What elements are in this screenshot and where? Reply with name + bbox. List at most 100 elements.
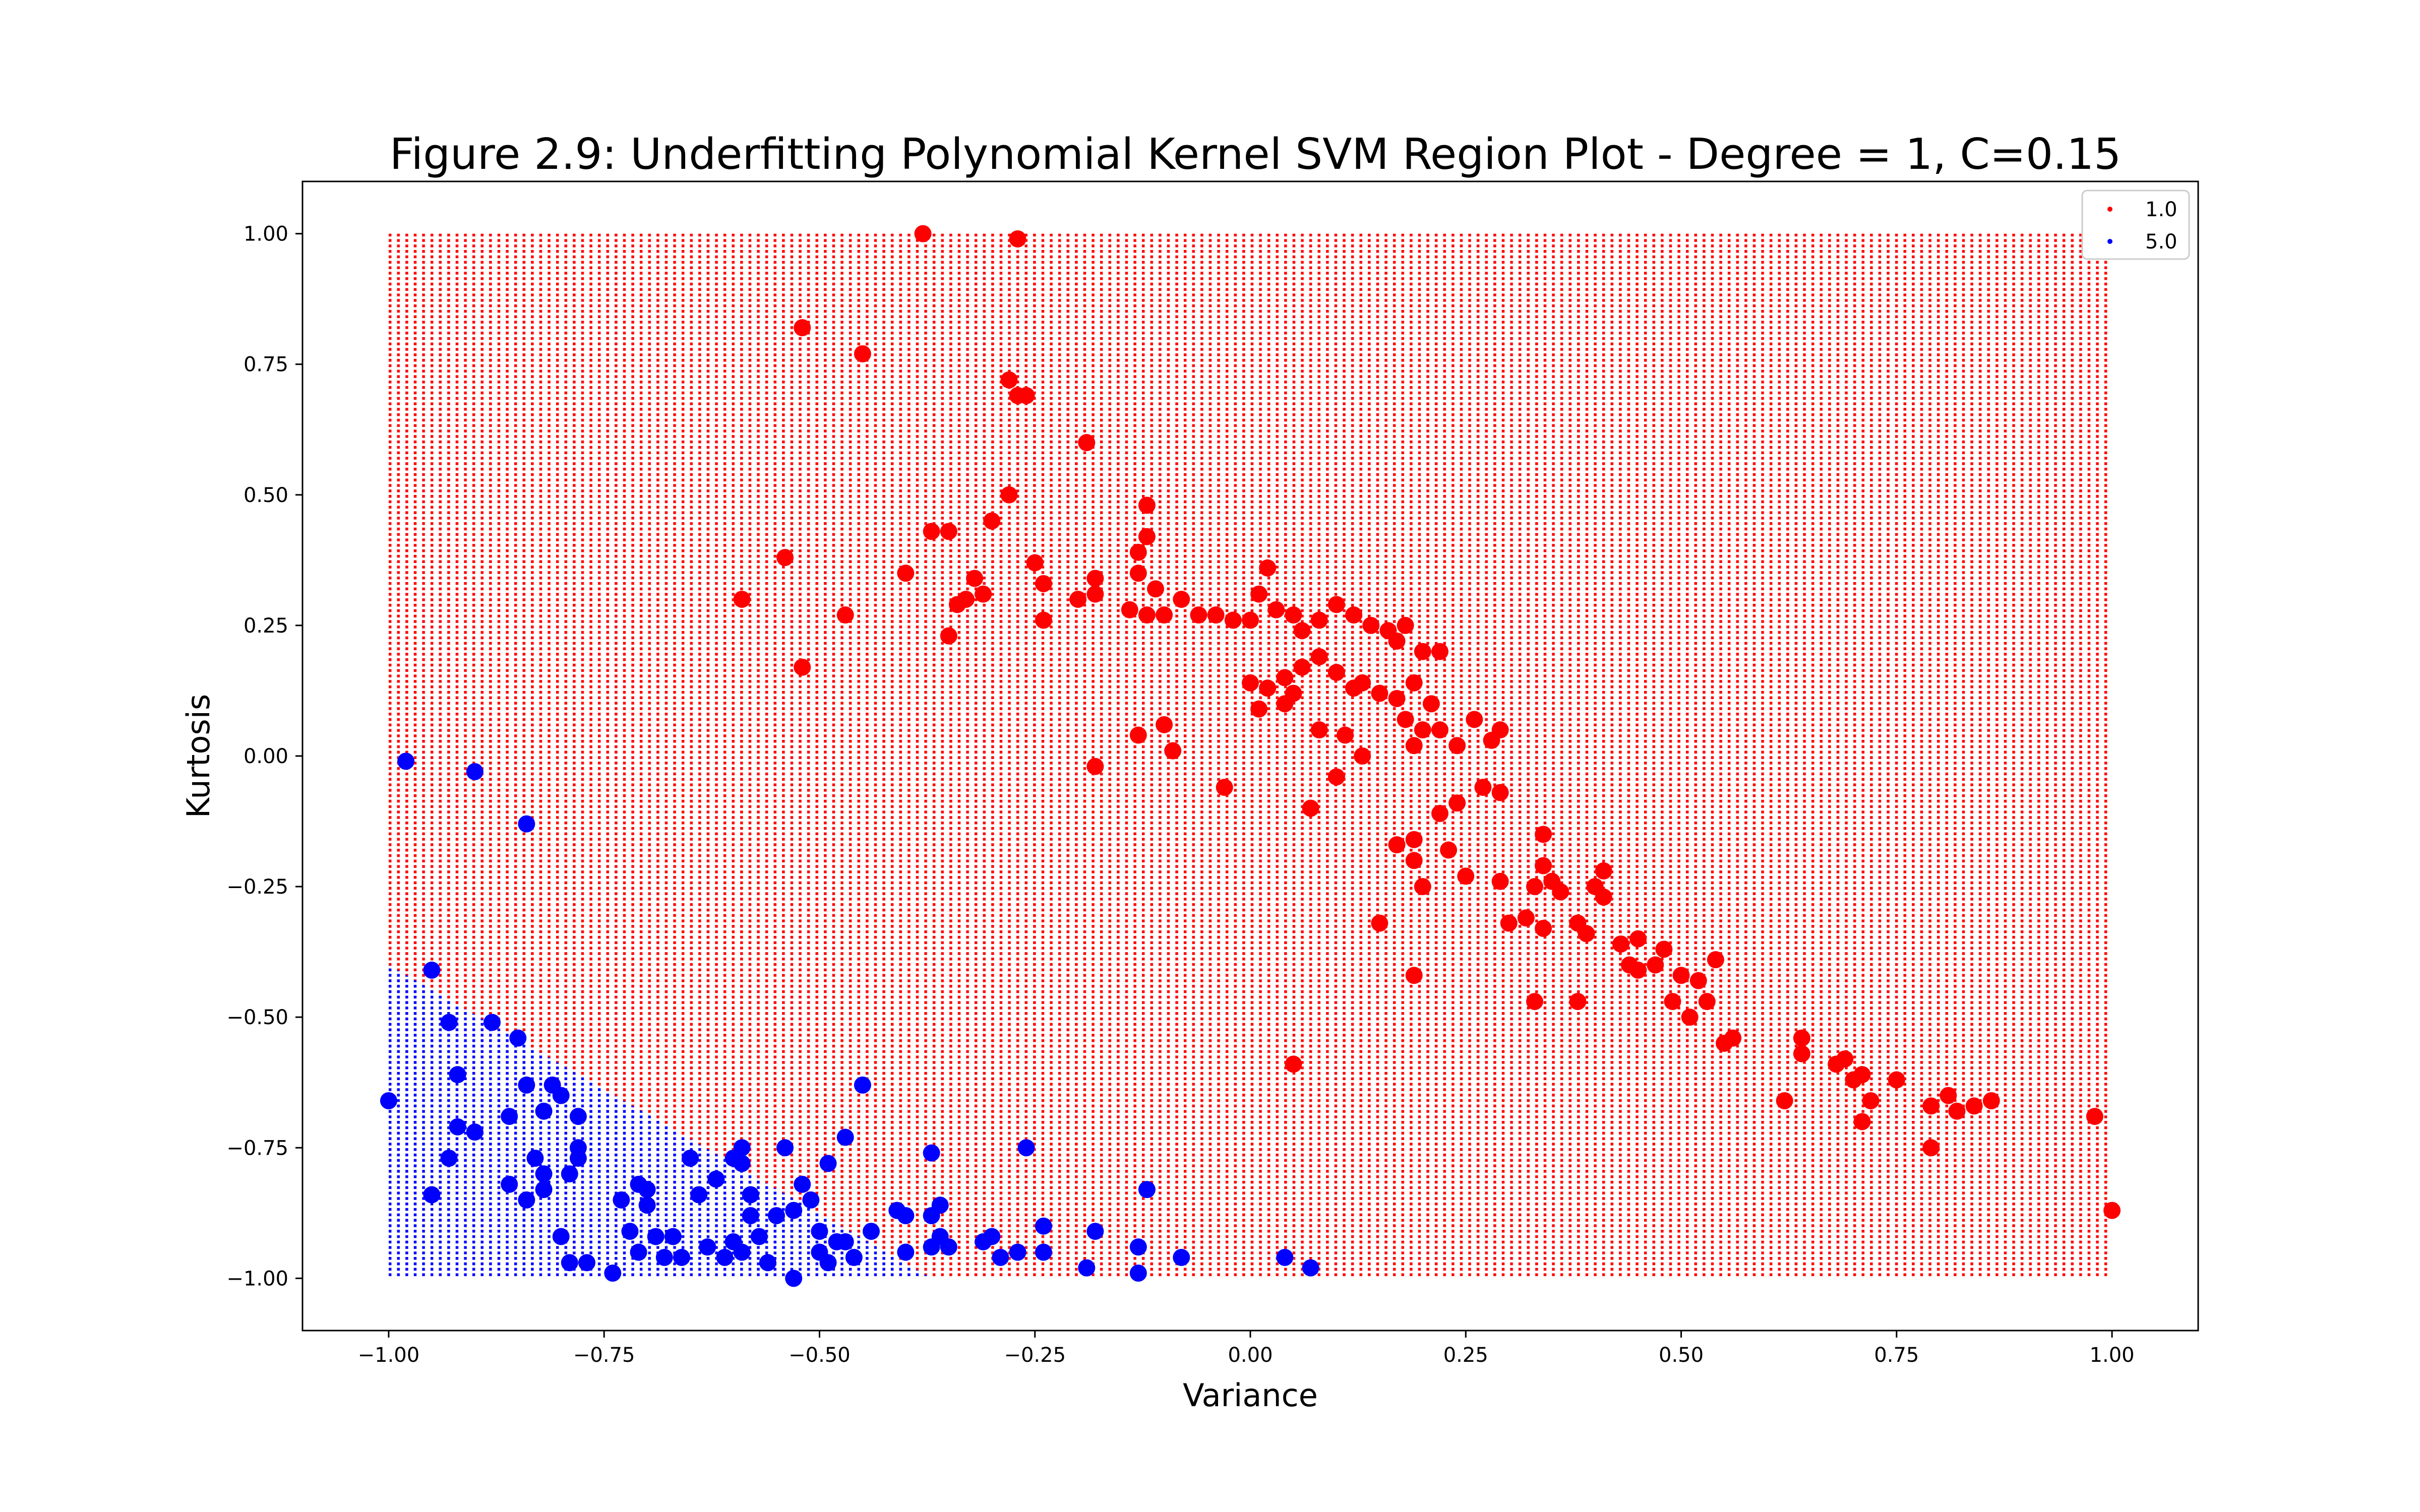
- point-class-1.0: [1500, 914, 1518, 932]
- point-class-1.0: [1922, 1139, 1940, 1157]
- point-class-1.0: [1405, 737, 1423, 754]
- legend-label: 1.0: [2145, 198, 2177, 221]
- point-class-5.0: [742, 1207, 759, 1224]
- point-class-5.0: [863, 1223, 880, 1240]
- point-class-5.0: [561, 1254, 578, 1272]
- point-class-1.0: [854, 345, 871, 362]
- point-class-5.0: [423, 961, 441, 979]
- point-class-5.0: [931, 1196, 949, 1214]
- x-tick-label: −0.75: [573, 1344, 635, 1367]
- point-class-1.0: [2086, 1108, 2103, 1125]
- point-class-1.0: [794, 319, 811, 337]
- y-tick-label: −0.25: [226, 875, 288, 899]
- point-class-1.0: [1681, 1009, 1699, 1026]
- point-class-1.0: [1569, 993, 1587, 1011]
- point-class-1.0: [1000, 486, 1018, 503]
- point-class-1.0: [1267, 601, 1285, 618]
- point-class-1.0: [1707, 951, 1724, 969]
- x-axis-label: Variance: [1183, 1377, 1318, 1414]
- point-class-1.0: [1647, 956, 1664, 974]
- x-tick-label: 0.75: [1874, 1344, 1919, 1367]
- point-class-1.0: [983, 512, 1001, 530]
- point-class-1.0: [733, 591, 751, 608]
- point-class-5.0: [845, 1248, 863, 1266]
- point-class-1.0: [1129, 564, 1147, 582]
- point-class-5.0: [630, 1243, 647, 1261]
- point-class-1.0: [914, 225, 932, 242]
- point-class-5.0: [733, 1155, 751, 1172]
- point-class-1.0: [1302, 799, 1319, 817]
- point-class-5.0: [923, 1144, 940, 1162]
- x-tick-label: −1.00: [358, 1344, 420, 1367]
- point-class-1.0: [1578, 925, 1595, 942]
- point-class-5.0: [449, 1066, 466, 1084]
- point-class-5.0: [535, 1102, 553, 1120]
- point-class-1.0: [1491, 872, 1509, 890]
- point-class-1.0: [1940, 1087, 1957, 1104]
- data-points: [380, 225, 2121, 1287]
- point-class-1.0: [1156, 716, 1173, 733]
- point-class-1.0: [1138, 606, 1156, 624]
- point-class-1.0: [1129, 543, 1147, 561]
- legend-marker: [2107, 207, 2112, 212]
- point-class-5.0: [423, 1186, 441, 1204]
- chart-title: Figure 2.9: Underfitting Polynomial Kern…: [390, 130, 2122, 179]
- point-class-5.0: [836, 1128, 854, 1146]
- point-class-1.0: [1431, 721, 1448, 739]
- point-class-5.0: [811, 1223, 828, 1240]
- x-axis-ticks: −1.00 −0.75 −0.50 −0.25 0.00 0.25 0.50 0.75 1.00: [358, 1331, 2135, 1367]
- point-class-1.0: [940, 627, 957, 645]
- point-class-5.0: [501, 1175, 518, 1193]
- point-class-5.0: [785, 1202, 803, 1219]
- point-class-1.0: [1526, 993, 1543, 1011]
- point-class-1.0: [1431, 805, 1448, 822]
- point-class-5.0: [742, 1186, 759, 1204]
- point-class-5.0: [940, 1238, 957, 1256]
- point-class-1.0: [1250, 585, 1268, 603]
- point-class-1.0: [1259, 679, 1277, 697]
- point-class-5.0: [897, 1243, 915, 1261]
- point-class-1.0: [1388, 836, 1406, 854]
- point-class-1.0: [1310, 721, 1328, 739]
- legend-label: 5.0: [2145, 230, 2177, 254]
- point-class-1.0: [1448, 794, 1466, 812]
- legend-marker: [2107, 239, 2112, 244]
- point-class-1.0: [794, 658, 811, 676]
- point-class-5.0: [1302, 1259, 1319, 1277]
- point-class-5.0: [836, 1233, 854, 1250]
- point-class-1.0: [1698, 993, 1716, 1011]
- point-class-1.0: [966, 570, 984, 587]
- point-class-1.0: [1035, 575, 1052, 592]
- point-class-1.0: [1371, 914, 1388, 932]
- y-tick-label: 0.25: [244, 614, 288, 638]
- point-class-5.0: [1129, 1265, 1147, 1282]
- point-class-5.0: [569, 1150, 587, 1167]
- point-class-5.0: [1078, 1259, 1096, 1277]
- point-class-1.0: [1207, 606, 1225, 624]
- point-class-5.0: [561, 1165, 578, 1183]
- point-class-5.0: [578, 1254, 595, 1272]
- point-class-1.0: [897, 564, 915, 582]
- point-class-5.0: [552, 1228, 570, 1245]
- point-class-5.0: [501, 1108, 518, 1125]
- point-class-1.0: [1853, 1113, 1871, 1130]
- point-class-1.0: [940, 523, 957, 540]
- point-class-1.0: [1156, 606, 1173, 624]
- point-class-1.0: [1491, 721, 1509, 739]
- point-class-1.0: [1388, 690, 1406, 707]
- point-class-1.0: [975, 585, 992, 603]
- point-class-5.0: [682, 1150, 699, 1167]
- point-class-1.0: [1405, 852, 1423, 869]
- point-class-5.0: [613, 1191, 630, 1209]
- point-class-5.0: [1035, 1243, 1052, 1261]
- point-class-1.0: [1086, 585, 1104, 603]
- point-class-5.0: [638, 1181, 656, 1199]
- point-class-1.0: [1276, 669, 1294, 686]
- point-class-1.0: [1086, 758, 1104, 775]
- y-tick-label: −0.75: [226, 1137, 288, 1160]
- point-class-1.0: [1448, 737, 1466, 754]
- point-class-5.0: [699, 1238, 716, 1256]
- point-class-1.0: [1689, 972, 1707, 989]
- point-class-5.0: [975, 1233, 992, 1250]
